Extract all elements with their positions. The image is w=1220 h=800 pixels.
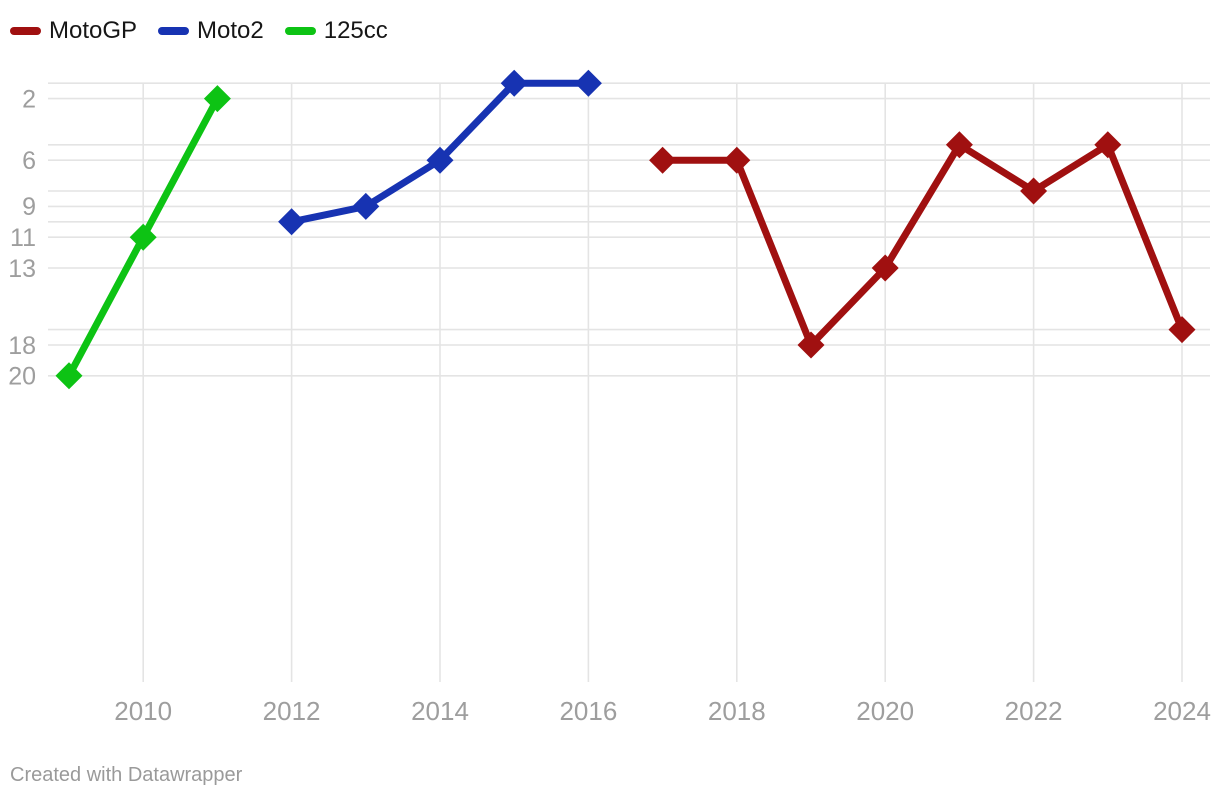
legend: MotoGP Moto2 125cc	[10, 17, 388, 45]
y-tick-label: 11	[10, 224, 36, 252]
legend-label-moto2: Moto2	[197, 17, 264, 44]
data-point	[55, 362, 83, 390]
data-point	[1094, 131, 1122, 159]
legend-item-125cc: 125cc	[284, 17, 388, 45]
legend-swatch-125cc	[284, 27, 316, 35]
series-moto2	[278, 69, 602, 236]
data-point	[278, 208, 306, 236]
legend-item-motogp: MotoGP	[10, 17, 137, 45]
series-motogp	[649, 131, 1196, 359]
x-tick-label: 2022	[1005, 696, 1063, 726]
datawrapper-attribution: Created with Datawrapper	[10, 764, 243, 786]
x-tick-label: 2014	[411, 696, 469, 726]
legend-item-moto2: Moto2	[158, 17, 264, 45]
y-tick-label: 9	[22, 193, 36, 221]
series-line	[659, 141, 1186, 349]
data-point	[649, 146, 677, 174]
x-tick-label: 2020	[856, 696, 914, 726]
legend-label-125cc: 125cc	[323, 17, 388, 44]
x-tick-label: 2010	[114, 696, 172, 726]
data-point	[203, 85, 231, 113]
y-tick-labels: 2 6 9 11 13 18 20	[8, 85, 36, 390]
data-point	[871, 254, 899, 282]
data-point	[1168, 316, 1196, 344]
legend-swatch-moto2	[158, 27, 190, 35]
x-tick-label: 2024	[1153, 696, 1211, 726]
data-point	[426, 146, 454, 174]
x-tick-label: 2012	[263, 696, 321, 726]
data-point	[352, 192, 380, 220]
legend-label-motogp: MotoGP	[49, 17, 138, 44]
data-point	[574, 69, 602, 97]
series-125cc	[55, 85, 231, 390]
y-tick-label: 13	[8, 255, 36, 283]
x-tick-label: 2016	[559, 696, 617, 726]
x-tick-labels: 2010 2012 2014 2016 2018 2020 2022 2024	[114, 696, 1211, 726]
data-point	[945, 131, 973, 159]
y-gridlines	[48, 82, 1210, 377]
data-point	[797, 331, 825, 359]
data-point	[129, 223, 157, 251]
y-tick-label: 2	[22, 85, 36, 113]
data-point	[723, 146, 751, 174]
y-tick-label: 20	[8, 363, 36, 391]
x-tick-label: 2018	[708, 696, 766, 726]
legend-swatch-motogp	[10, 27, 41, 35]
data-point	[500, 69, 528, 97]
data-point	[1020, 177, 1048, 205]
y-tick-label: 6	[22, 147, 36, 175]
y-tick-label: 18	[8, 332, 36, 360]
